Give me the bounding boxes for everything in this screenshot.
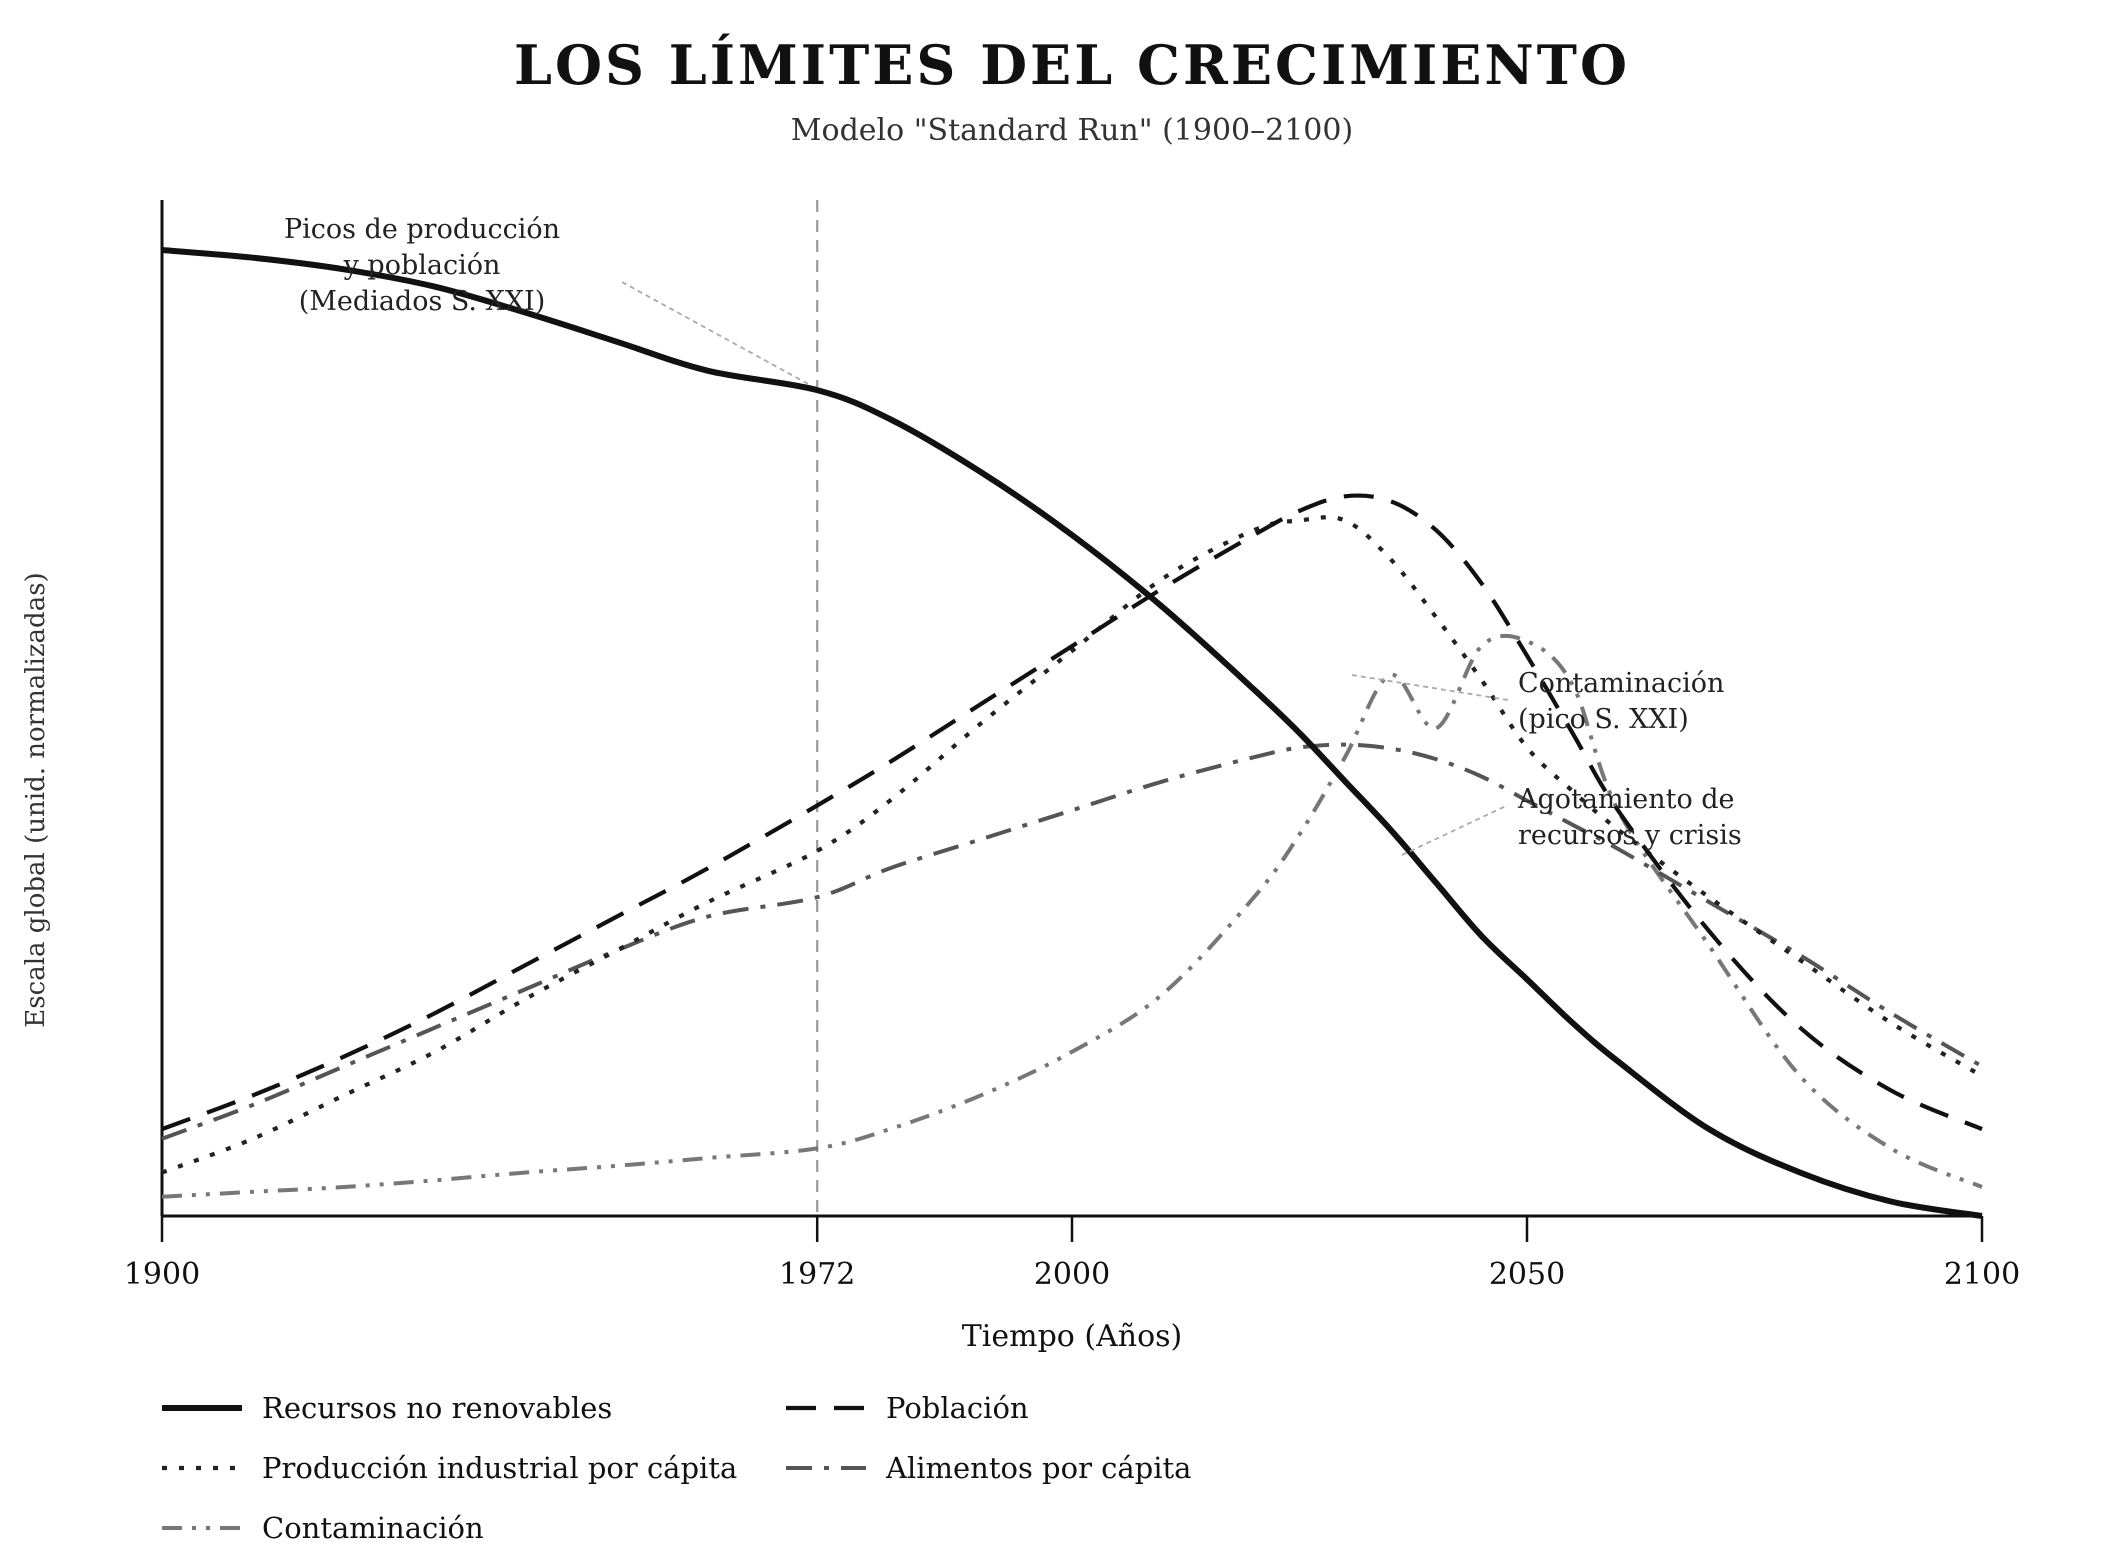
series-group	[161, 247, 1984, 1219]
legend-item-alimentos-por-capita: Alimentos por cápita	[786, 1451, 1191, 1485]
annotation-2: Contaminación (pico S. XXI)	[1518, 668, 1724, 735]
x-tick-label-1900: 1900	[124, 1257, 200, 1292]
annotations-group: Picos de producción y población (Mediados …	[284, 214, 1742, 856]
legend-item-recursos-no-renovables: Recursos no renovables	[162, 1391, 612, 1425]
chart-subtitle: Modelo "Standard Run" (1900–2100)	[791, 113, 1353, 148]
legend-item-poblacion: Población	[786, 1391, 1029, 1425]
legend-item-produccion-industrial-por-capita: Producción industrial por cápita	[162, 1451, 737, 1485]
chart-title: LOS LÍMITES DEL CRECIMIENTO	[514, 33, 1630, 97]
legend: Recursos no renovables Población Producció…	[162, 1391, 1191, 1545]
legend-label-contaminacion: Contaminación	[262, 1511, 484, 1545]
series-line-alimentos-por-capita	[161, 742, 1984, 1141]
series-line-poblacion	[161, 493, 1983, 1132]
annotation-leader-3	[1401, 804, 1509, 856]
legend-label-poblacion: Población	[886, 1391, 1029, 1425]
series-line-contaminacion	[161, 633, 1983, 1199]
annotation-3: Agotamiento de recursos y crisis	[1517, 784, 1742, 851]
legend-label-recursos-no-renovables: Recursos no renovables	[262, 1391, 612, 1425]
x-tick-label-2000: 2000	[1034, 1257, 1110, 1292]
legend-label-produccion-industrial-por-capita: Producción industrial por cápita	[262, 1451, 737, 1485]
x-tick-label-2050: 2050	[1489, 1257, 1565, 1292]
x-axis-label: Tiempo (Años)	[962, 1319, 1182, 1354]
legend-label-alimentos-por-capita: Alimentos por cápita	[885, 1451, 1191, 1485]
y-axis-label: Escala global (unid. normalizadas)	[21, 572, 51, 1027]
legend-item-contaminacion: Contaminación	[162, 1511, 484, 1545]
x-tick-label-2100: 2100	[1944, 1257, 2020, 1292]
annotation-1: Picos de producción y población (Mediados …	[284, 214, 560, 317]
axes-group: 1900 1972 2000 2050 2100	[124, 200, 2020, 1292]
series-line-recursos-no-renovables	[161, 247, 1983, 1219]
x-tick-label-1972: 1972	[779, 1257, 855, 1292]
